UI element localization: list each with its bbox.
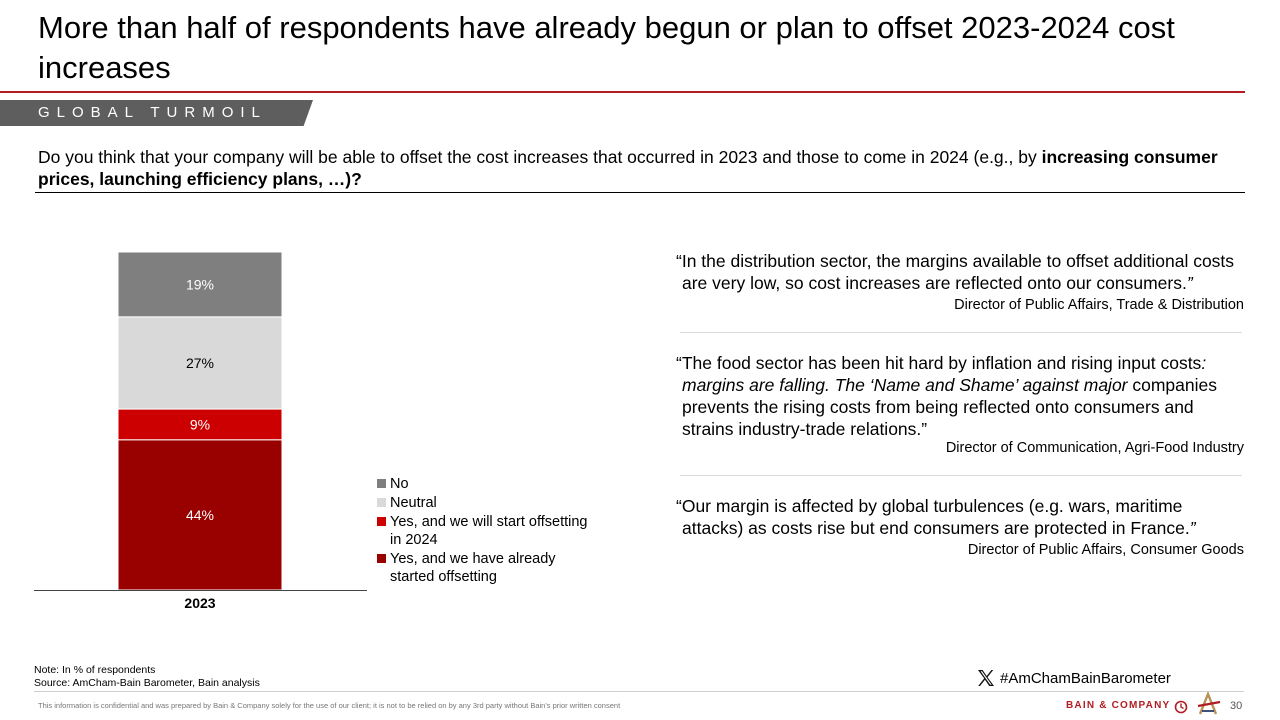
quote-author: Director of Public Affairs, Consumer Goo… xyxy=(967,542,1244,558)
page-number: 30 xyxy=(1230,700,1243,712)
question-text-bold: increasing consumer prices, launching ef… xyxy=(38,147,1218,189)
legend-item-will-start: Yes, and we will start offsetting in 202… xyxy=(377,513,590,549)
legend-item-neutral: Neutral xyxy=(377,494,590,512)
quote-text-part: “In the distribution sector, the margins… xyxy=(676,251,1235,293)
quote-text: “In the distribution sector, the margins… xyxy=(672,250,1244,294)
quote-close-mark: ” xyxy=(1186,273,1193,293)
quote-text: “The food sector has been hit hard by in… xyxy=(672,352,1244,440)
bar-segment-3 xyxy=(117,251,283,318)
quote-text-italic: : margins are falling. The ‘Name and Sha… xyxy=(682,353,1207,395)
data-label-2: 27% xyxy=(186,355,214,371)
survey-question: Do you think that your company will be a… xyxy=(38,146,1243,190)
data-label-1: 9% xyxy=(190,416,210,432)
brand-name: BAIN & COMPANY xyxy=(1066,700,1171,711)
quote-text-part: companies prevents the rising costs from… xyxy=(682,375,1217,439)
legend-swatch-no xyxy=(377,479,386,488)
data-label-0: 44% xyxy=(186,507,214,523)
quote-text: “Our margin is affected by global turbul… xyxy=(672,495,1244,539)
quote-divider xyxy=(680,475,1242,476)
quote-distribution: “In the distribution sector, the margins… xyxy=(672,250,1244,313)
disclaimer: This information is confidential and was… xyxy=(38,701,621,710)
quote-text-part: “The food sector has been hit hard by in… xyxy=(676,353,1202,373)
legend-swatch-neutral xyxy=(377,498,386,507)
title-divider xyxy=(0,91,1245,93)
x-tick-label-0: 2023 xyxy=(184,595,215,611)
bar-segment-2 xyxy=(117,316,283,410)
quote-text-part: “Our margin is affected by global turbul… xyxy=(676,496,1190,538)
data-label-3: 19% xyxy=(186,276,214,292)
footer-divider xyxy=(34,691,1244,692)
legend-label-already-started: Yes, and we have already started offsett… xyxy=(390,551,556,585)
quote-divider xyxy=(680,332,1242,333)
footnotes: Note: In % of respondents Source: AmCham… xyxy=(34,664,260,690)
bar-segment-0 xyxy=(117,439,283,591)
legend-label-neutral: Neutral xyxy=(390,495,437,511)
question-divider xyxy=(35,192,1245,193)
legend-item-no: No xyxy=(377,475,590,493)
hashtag-label: #AmChamBainBarometer xyxy=(1000,669,1171,687)
quote-consumer-goods: “Our margin is affected by global turbul… xyxy=(672,495,1244,558)
legend-swatch-already-started xyxy=(377,554,386,563)
legend-label-will-start: Yes, and we will start offsetting in 202… xyxy=(390,514,588,548)
social-hashtag[interactable]: #AmChamBainBarometer xyxy=(976,668,1171,688)
amcham-logo-icon xyxy=(1197,692,1221,715)
note-text: Note: In % of respondents xyxy=(34,664,156,676)
question-text: Do you think that your company will be a… xyxy=(38,147,1042,167)
legend-label-no: No xyxy=(390,476,409,492)
quote-agrifood: “The food sector has been hit hard by in… xyxy=(672,352,1244,456)
quotes-panel: “In the distribution sector, the margins… xyxy=(672,250,1244,558)
x-logo-icon xyxy=(978,670,994,686)
section-tag: GLOBAL TURMOIL xyxy=(0,100,313,126)
stacked-bar-chart: 44% 9% 27% 19% 2023 xyxy=(34,251,367,611)
legend-item-already-started: Yes, and we have already started offsett… xyxy=(377,550,590,586)
section-tag-label: GLOBAL TURMOIL xyxy=(38,104,267,121)
page-title: More than half of respondents have alrea… xyxy=(38,10,1175,85)
bain-seal-icon xyxy=(1174,700,1188,714)
quote-close-mark: ” xyxy=(1189,518,1196,538)
source-text: Source: AmCham-Bain Barometer, Bain anal… xyxy=(34,677,260,689)
chart-legend: No Neutral Yes, and we will start offset… xyxy=(377,475,590,587)
quote-author: Director of Communication, Agri-Food Ind… xyxy=(945,440,1244,456)
bar-segment-1 xyxy=(117,408,283,441)
quote-author: Director of Public Affairs, Trade & Dist… xyxy=(954,297,1244,313)
legend-swatch-will-start xyxy=(377,517,386,526)
